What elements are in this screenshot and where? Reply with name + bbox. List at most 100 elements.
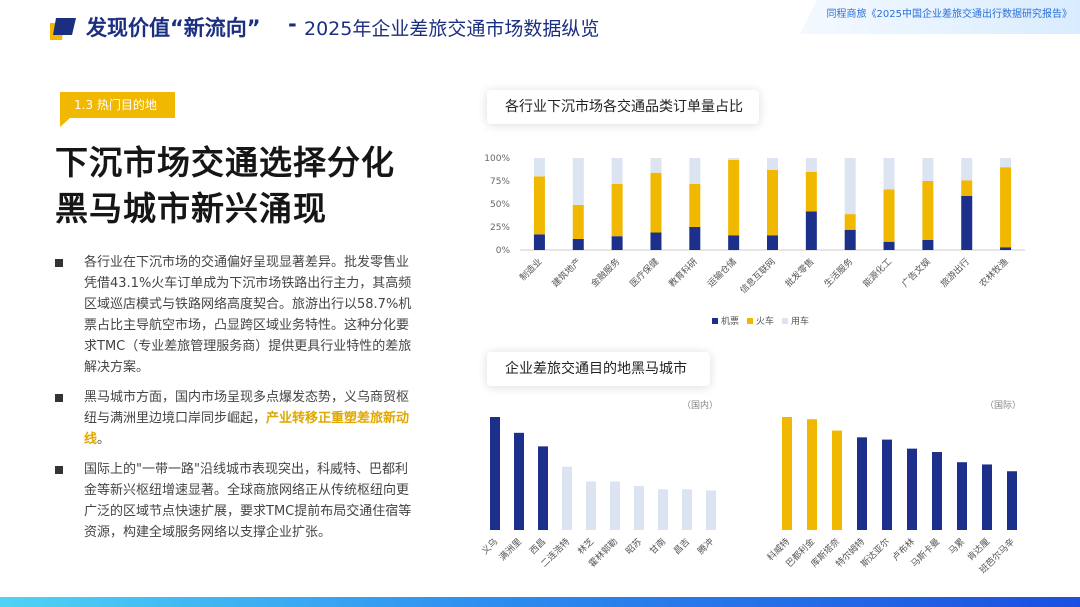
y-tick-label: 100% xyxy=(484,154,510,164)
x-tick-label: 西昌 xyxy=(528,536,549,557)
bar xyxy=(832,430,842,530)
y-tick-label: 50% xyxy=(490,200,510,210)
bar-segment xyxy=(611,158,623,184)
bar-segment xyxy=(611,183,623,237)
legend-swatch xyxy=(712,318,718,324)
bar-segment xyxy=(844,214,856,230)
x-tick-label: 昭苏 xyxy=(623,536,644,557)
x-tick-label: 林芝 xyxy=(575,536,596,557)
bar-segment xyxy=(1000,167,1012,248)
bar-segment xyxy=(844,158,856,215)
bar-segment xyxy=(728,158,740,160)
x-tick-label: 昌吉 xyxy=(672,536,693,557)
bar xyxy=(982,464,992,530)
bar xyxy=(1007,471,1017,530)
x-tick-label: 金融服务 xyxy=(588,256,622,290)
x-tick-label: 满洲里 xyxy=(497,536,524,563)
y-tick-label: 75% xyxy=(490,177,510,187)
stacked-bar-chart: 0% 25% 50% 75% 100% 制造业 建筑地产 金融服务 医疗保健 教育科研 运输仓储 信息… xyxy=(484,154,1025,327)
bar-segment xyxy=(728,235,740,250)
bullet-item: 国际上的"一带一路"沿线城市表现突出，科威特、巴都利金等新兴枢纽增速显著。全球商… xyxy=(55,459,415,543)
bar-segment xyxy=(689,227,701,250)
bar xyxy=(807,419,817,530)
bar-segment xyxy=(689,183,701,227)
bar xyxy=(957,462,967,530)
x-tick-label: 教育科研 xyxy=(666,256,700,290)
bar-segment xyxy=(961,180,973,196)
bar-segment xyxy=(767,235,778,250)
x-tick-label: 农林牧渔 xyxy=(977,256,1011,290)
x-tick-label: 制造业 xyxy=(517,256,545,284)
bar xyxy=(538,446,548,530)
x-tick-label: 批发零售 xyxy=(783,256,817,290)
bar xyxy=(634,485,644,530)
bar xyxy=(490,417,500,530)
bar-segment xyxy=(805,158,817,172)
bullet-text: 国际上的"一带一路"沿线城市表现突出，科威特、巴都利金等新兴枢纽增速显著。全球商… xyxy=(84,462,412,540)
bar-segment xyxy=(533,158,545,177)
bar xyxy=(610,481,620,530)
report-source-badge: 同程商旅《2025中国企业差旅交通出行数据研究报告》 xyxy=(800,0,1080,34)
section-tag: 1.3 热门目的地 xyxy=(60,92,175,127)
bar-segment xyxy=(611,236,623,250)
bottom-gradient-bar xyxy=(0,597,1080,607)
bullet-item: 黑马城市方面，国内市场呈现多点爆发态势，义乌商贸枢纽与满洲里边境口岸同步崛起，产… xyxy=(55,387,415,450)
bar-segment xyxy=(650,232,662,250)
bar-segment xyxy=(883,241,895,250)
bar-segment xyxy=(767,169,778,236)
bar xyxy=(514,432,524,530)
legend-label: 用车 xyxy=(791,315,809,327)
bar-segment xyxy=(805,171,817,212)
legend-swatch xyxy=(747,318,753,324)
bullet-item: 各行业在下沉市场的交通偏好呈现显著差异。批发零售业凭借43.1%火车订单成为下沉… xyxy=(55,252,415,378)
x-tick-label: 义乌 xyxy=(479,536,500,557)
chart-note: （国内） xyxy=(682,399,718,411)
title-separator: - xyxy=(288,12,297,36)
bullet-square-icon xyxy=(55,466,63,474)
y-tick-label: 25% xyxy=(490,223,510,233)
bar-segment xyxy=(922,239,934,250)
bar xyxy=(882,439,892,530)
bullet-list: 各行业在下沉市场的交通偏好呈现显著差异。批发零售业凭借43.1%火车订单成为下沉… xyxy=(55,252,415,552)
x-tick-label: 医疗保健 xyxy=(627,256,661,290)
y-tick-label: 0% xyxy=(496,246,511,256)
bullet-text: 各行业在下沉市场的交通偏好呈现显著差异。批发零售业凭借43.1%火车订单成为下沉… xyxy=(84,255,412,375)
x-tick-label: 旅游出行 xyxy=(938,256,972,290)
bullet-text: 黑马城市方面，国内市场呈现多点爆发态势，义乌商贸枢纽与满洲里边境口岸同步崛起， xyxy=(84,390,410,426)
bullet-text-end: 。 xyxy=(97,432,111,447)
bar-segment xyxy=(728,159,740,236)
bar xyxy=(706,490,716,530)
page-title: 发现价值“新流向” xyxy=(86,16,261,40)
legend-swatch xyxy=(782,318,788,324)
bar-segment xyxy=(883,158,895,190)
x-tick-label: 建筑地产 xyxy=(549,256,583,290)
bar-segment xyxy=(767,158,778,170)
bar-segment xyxy=(1000,247,1012,250)
bar xyxy=(682,489,692,530)
x-tick-label: 腾冲 xyxy=(695,536,716,557)
report-source-text: 同程商旅《2025中国企业差旅交通出行数据研究报告》 xyxy=(826,9,1072,20)
bar-segment xyxy=(689,158,701,184)
bar xyxy=(857,437,867,530)
bar-segment xyxy=(650,172,662,233)
chart-note: （国际） xyxy=(985,400,1021,411)
x-tick-label: 广告文娱 xyxy=(899,256,933,290)
bar xyxy=(658,489,668,530)
legend-label: 机票 xyxy=(721,315,739,327)
dark-horse-chart-title: 企业差旅交通目的地黑马城市 xyxy=(487,352,710,386)
bar-segment xyxy=(961,158,973,181)
bar xyxy=(907,448,917,530)
headline-line-1: 下沉市场交通选择分化 xyxy=(55,143,395,182)
stacked-chart-title: 各行业下沉市场各交通品类订单量占比 xyxy=(487,90,759,124)
page-subtitle: 2025年企业差旅交通市场数据纵览 xyxy=(304,18,600,40)
bar xyxy=(562,466,572,530)
bar-segment xyxy=(533,176,545,235)
x-tick-label: 甘南 xyxy=(647,536,668,557)
bar-segment xyxy=(961,195,973,250)
x-tick-label: 信息互联网 xyxy=(737,256,777,296)
x-tick-label: 马累 xyxy=(947,536,968,557)
bar-segment xyxy=(533,234,545,250)
bullet-square-icon xyxy=(55,394,63,402)
